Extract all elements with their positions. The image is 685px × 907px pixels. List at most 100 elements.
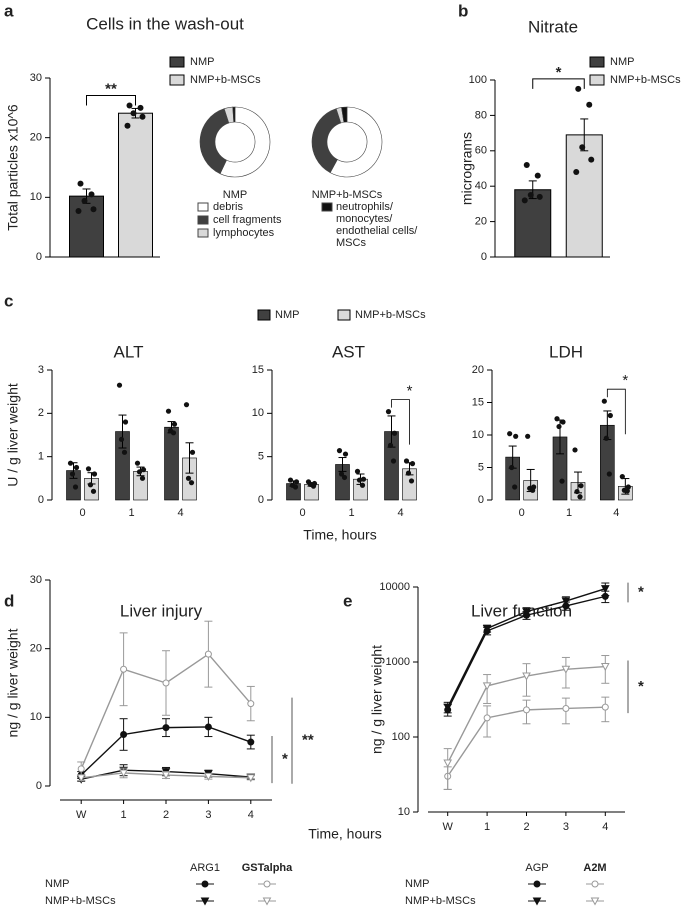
significance-label: * <box>556 64 562 81</box>
significance-bracket <box>391 399 410 445</box>
panel-letter: d <box>4 591 14 610</box>
legend-label: NMP+b-MSCs <box>45 895 116 907</box>
data-point <box>293 479 300 485</box>
legend-label: NMP <box>190 56 214 68</box>
significance-label: * <box>638 583 644 600</box>
marker <box>77 765 85 773</box>
marker <box>204 723 212 731</box>
y-tick-label: 15 <box>252 364 264 376</box>
data-point <box>69 471 76 477</box>
data-point <box>403 458 410 464</box>
chart-title: Cells in the wash-out <box>86 14 244 33</box>
marker <box>204 772 213 781</box>
data-point <box>574 488 580 495</box>
legend-marker <box>533 880 541 888</box>
data-point <box>513 433 519 439</box>
y-tick-label: 15 <box>472 396 484 408</box>
y-tick-label: 0 <box>36 251 42 263</box>
x-tick-label: 1 <box>121 809 127 821</box>
data-point <box>336 448 343 454</box>
chart-title: ALT <box>114 342 144 361</box>
chart-title: Nitrate <box>528 17 578 36</box>
data-point <box>338 471 345 477</box>
marker <box>120 731 128 738</box>
data-point <box>310 483 317 489</box>
legend-marker <box>201 880 209 888</box>
chart-title: LDH <box>549 342 583 361</box>
y-tick-label: 10000 <box>379 581 410 593</box>
data-point <box>124 122 131 129</box>
marker <box>247 738 255 746</box>
x-tick-label: 1 <box>128 507 134 519</box>
legend-swatch <box>257 309 271 321</box>
data-point <box>85 466 92 472</box>
data-point <box>512 484 518 490</box>
data-point <box>606 471 612 477</box>
data-point <box>619 474 625 480</box>
data-point <box>359 482 366 488</box>
marker <box>561 597 571 606</box>
data-point <box>75 208 82 215</box>
significance-label: * <box>622 372 628 389</box>
legend-swatch <box>589 74 605 86</box>
x-tick-label: 3 <box>205 809 211 821</box>
marker <box>482 624 492 634</box>
marker <box>522 608 531 617</box>
x-axis-label: Time, hours <box>303 527 376 543</box>
marker <box>204 650 212 658</box>
significance-label: * <box>282 751 288 768</box>
y-tick-label: 60 <box>475 145 487 157</box>
y-tick-label: 3 <box>38 364 44 376</box>
data-point <box>88 191 95 198</box>
data-point <box>586 101 593 108</box>
marker <box>562 704 570 712</box>
legend-label: cell fragments <box>213 214 282 226</box>
legend-swatch <box>197 215 209 225</box>
y-tick-label: 0 <box>478 494 484 506</box>
legend-swatch <box>321 202 333 212</box>
x-tick-label: 4 <box>177 507 183 519</box>
legend-swatch <box>337 309 351 321</box>
data-point <box>603 435 609 441</box>
x-tick-label: 2 <box>523 821 529 833</box>
legend-label: NMP <box>45 878 69 890</box>
data-point <box>572 447 578 453</box>
data-point <box>130 110 137 117</box>
data-point <box>341 474 348 481</box>
legend-swatch <box>169 74 185 86</box>
data-point <box>624 488 630 494</box>
data-point <box>72 484 79 490</box>
chart-title: AST <box>332 342 365 361</box>
donut-segment <box>232 106 236 123</box>
data-point <box>189 449 196 455</box>
marker <box>119 769 128 778</box>
data-point <box>387 442 394 448</box>
y-tick-label: 10 <box>30 711 42 723</box>
x-tick-label: 4 <box>613 507 619 519</box>
y-tick-label: 0 <box>36 780 42 792</box>
data-point <box>578 483 584 489</box>
x-tick-label: 4 <box>602 821 608 833</box>
data-point <box>554 416 560 422</box>
data-point <box>139 475 146 481</box>
marker <box>522 672 531 681</box>
marker <box>120 665 128 673</box>
legend-label: neutrophils/ monocytes/ endothelial cell… <box>336 201 418 249</box>
marker <box>561 665 571 674</box>
data-point <box>67 460 74 466</box>
panel-letter: a <box>4 1 14 20</box>
y-tick-label: 80 <box>475 109 487 121</box>
legend-label: NMP+b-MSCs <box>190 74 261 86</box>
donut-label: NMP <box>223 189 247 201</box>
y-tick-label: 30 <box>30 72 42 84</box>
bar <box>565 134 603 258</box>
legend-marker <box>263 880 271 888</box>
x-tick-label: 1 <box>484 821 490 833</box>
legend-marker <box>262 897 272 906</box>
data-point <box>521 197 528 204</box>
data-point <box>509 464 515 471</box>
significance-bracket <box>606 388 626 435</box>
marker <box>247 700 255 708</box>
marker <box>601 703 609 711</box>
